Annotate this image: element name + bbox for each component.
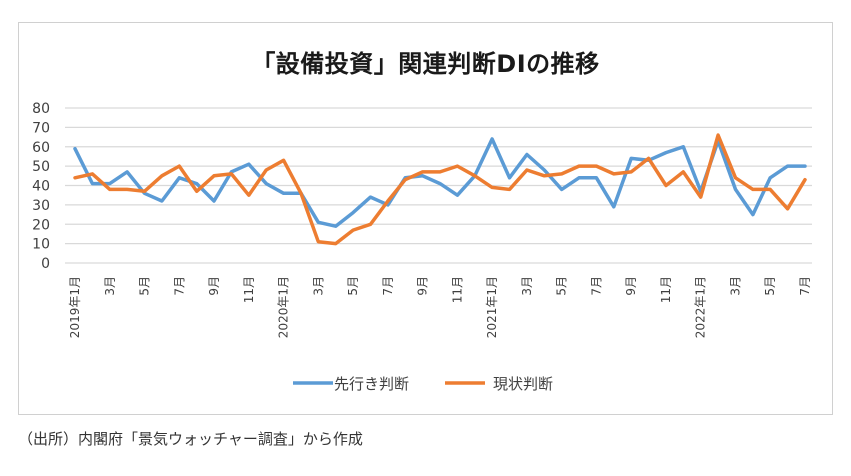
chart-title: 「設備投資」関連判断DIの推移 xyxy=(251,50,600,78)
x-tick-label: 2021年1月 xyxy=(485,276,499,338)
x-tick-label: 5月 xyxy=(555,276,569,296)
x-tick-label: 2019年1月 xyxy=(68,276,82,338)
x-tick-label: 11月 xyxy=(450,276,464,303)
y-tick-label: 0 xyxy=(41,256,50,272)
x-axis-ticks: 2019年1月 3月 5月 7月 9月 11月 2020年1月 3月 5月 7月 9月 11月 2021… xyxy=(68,276,812,338)
x-tick-label: 2020年1月 xyxy=(277,276,291,338)
x-tick-label: 11月 xyxy=(242,276,256,303)
x-tick-label: 2022年1月 xyxy=(694,276,708,338)
x-tick-label: 7月 xyxy=(381,276,395,296)
x-tick-label: 7月 xyxy=(798,276,812,296)
y-tick-label: 20 xyxy=(32,217,50,233)
chart-frame xyxy=(18,22,833,415)
y-tick-label: 80 xyxy=(32,101,50,117)
y-tick-label: 30 xyxy=(32,198,50,214)
x-tick-label: 5月 xyxy=(763,276,777,296)
x-tick-label: 9月 xyxy=(207,276,221,296)
x-tick-label: 7月 xyxy=(589,276,603,296)
x-tick-label: 3月 xyxy=(728,276,742,296)
y-tick-label: 10 xyxy=(32,237,50,253)
x-tick-label: 9月 xyxy=(624,276,638,296)
series-line-genjo xyxy=(73,133,807,246)
y-tick-label: 70 xyxy=(32,120,50,136)
gridlines xyxy=(65,107,812,264)
x-tick-label: 3月 xyxy=(103,276,117,296)
series-lines xyxy=(73,133,807,246)
legend: 先行き判断 現状判断 xyxy=(293,375,553,393)
y-tick-label: 40 xyxy=(32,179,50,195)
y-tick-label: 60 xyxy=(32,140,50,156)
y-tick-label: 50 xyxy=(32,159,50,175)
x-tick-label: 3月 xyxy=(311,276,325,296)
x-tick-label: 5月 xyxy=(346,276,360,296)
legend-label: 先行き判断 xyxy=(334,375,409,393)
source-note: （出所）内閣府「景気ウォッチャー調査」から作成 xyxy=(18,430,363,448)
x-tick-label: 9月 xyxy=(416,276,430,296)
y-axis-ticks: 0 10 20 30 40 50 60 70 80 xyxy=(32,101,50,272)
series-line-sakiyuki xyxy=(73,137,807,228)
legend-label: 現状判断 xyxy=(493,375,553,393)
x-tick-label: 5月 xyxy=(138,276,152,296)
x-tick-label: 3月 xyxy=(520,276,534,296)
x-tick-label: 7月 xyxy=(172,276,186,296)
x-tick-label: 11月 xyxy=(659,276,673,303)
